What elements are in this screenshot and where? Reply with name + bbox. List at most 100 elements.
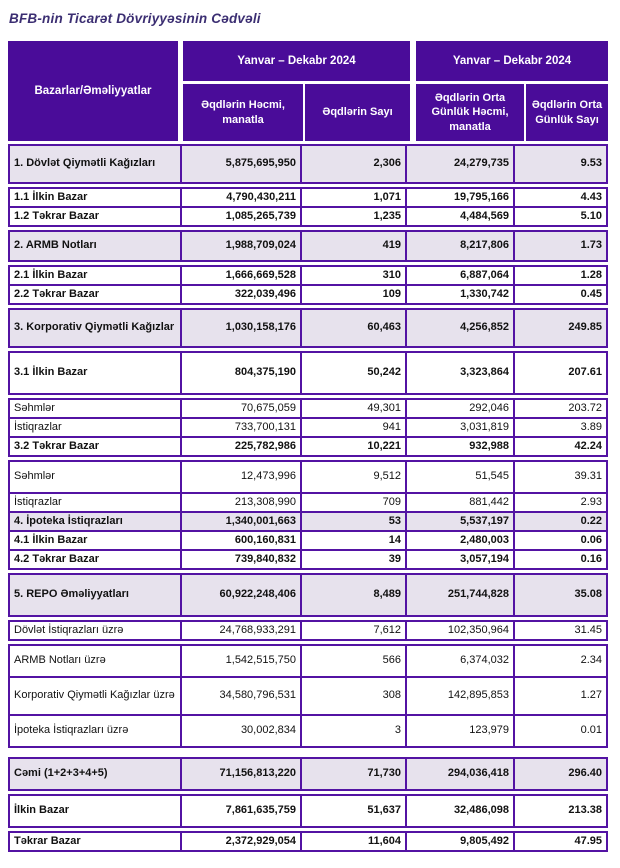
- cell-value: 31.45: [513, 622, 606, 639]
- cell-value: 2.34: [513, 646, 606, 676]
- cell-value: 249.85: [513, 310, 606, 346]
- cell-value: 207.61: [513, 353, 606, 393]
- cell-value: 53: [300, 513, 405, 530]
- cell-value: 35.08: [513, 575, 606, 615]
- page-title: BFB-nin Ticarət Dövriyyəsinin Cədvəli: [9, 11, 261, 26]
- cell-value: 39.31: [513, 462, 606, 492]
- row-label: 3.1 İlkin Bazar: [14, 366, 88, 379]
- cell-value: 8,217,806: [405, 232, 513, 260]
- table-row: 1.1 İlkin Bazar 4,790,430,211 1,071 19,795,…: [8, 187, 608, 208]
- cell-value: 1.27: [513, 678, 606, 714]
- cell-value: 3,323,864: [405, 353, 513, 393]
- cell-value: 3: [300, 716, 405, 746]
- row-label: Səhmlər: [14, 470, 55, 483]
- table-row: 2. ARMB Notları 1,988,709,024 419 8,217,806…: [8, 230, 608, 262]
- table-row: Cəmi (1+2+3+4+5) 71,156,813,220 71,730 294,…: [8, 757, 608, 791]
- row-label: 2. ARMB Notları: [14, 239, 97, 252]
- cell-value: 310: [300, 267, 405, 284]
- table-row: 3.2 Təkrar Bazar 225,782,986 10,221 932,988…: [8, 436, 608, 457]
- row-label: 5. REPO Əməliyyatları: [14, 588, 129, 601]
- cell-value: 0.22: [513, 513, 606, 530]
- trade-turnover-table: Bazarlar/Əməliyyatlar Yanvar – Dekabr 20…: [8, 41, 608, 852]
- row-label: İpoteka İstiqrazları üzrə: [14, 724, 129, 737]
- cell-value: 32,486,098: [405, 796, 513, 826]
- row-label: Dövlət İstiqrazları üzrə: [14, 623, 124, 636]
- cell-value: 566: [300, 646, 405, 676]
- cell-value: 733,700,131: [180, 419, 300, 436]
- cell-value: 1,071: [300, 189, 405, 206]
- table-row: 4.1 İlkin Bazar 600,160,831 14 2,480,003 0.0…: [8, 530, 608, 551]
- cell-value: 39: [300, 551, 405, 568]
- cell-value: 804,375,190: [180, 353, 300, 393]
- row-label: İlkin Bazar: [14, 804, 70, 817]
- cell-value: 932,988: [405, 438, 513, 455]
- table-row: 4. İpoteka İstiqrazları 1,340,001,663 53 5,…: [8, 511, 608, 532]
- cell-value: 225,782,986: [180, 438, 300, 455]
- cell-value: 8,489: [300, 575, 405, 615]
- cell-value: 294,036,418: [405, 759, 513, 789]
- group-header-period-2: Yanvar – Dekabr 2024: [416, 41, 608, 81]
- cell-value: 941: [300, 419, 405, 436]
- cell-value: 2.93: [513, 494, 606, 511]
- cell-value: 0.06: [513, 532, 606, 549]
- cell-value: 4,484,569: [405, 208, 513, 225]
- cell-value: 47.95: [513, 833, 606, 850]
- cell-value: 1,235: [300, 208, 405, 225]
- cell-value: 0.01: [513, 716, 606, 746]
- table-row: 2.1 İlkin Bazar 1,666,669,528 310 6,887,064…: [8, 265, 608, 286]
- cell-value: 1.73: [513, 232, 606, 260]
- cell-value: 1,085,265,739: [180, 208, 300, 225]
- cell-value: 42.24: [513, 438, 606, 455]
- cell-value: 60,463: [300, 310, 405, 346]
- cell-value: 7,612: [300, 622, 405, 639]
- cell-value: 739,840,832: [180, 551, 300, 568]
- table-row: İlkin Bazar 7,861,635,759 51,637 32,486,098…: [8, 794, 608, 828]
- corner-header-cell: Bazarlar/Əməliyyatlar: [8, 41, 178, 141]
- row-label: 4.1 İlkin Bazar: [14, 533, 88, 546]
- cell-value: 1,666,669,528: [180, 267, 300, 284]
- cell-value: 60,922,248,406: [180, 575, 300, 615]
- cell-value: 71,730: [300, 759, 405, 789]
- row-label: 4. İpoteka İstiqrazları: [14, 514, 123, 527]
- table-row: 3.1 İlkin Bazar 804,375,190 50,242 3,323,86…: [8, 351, 608, 395]
- group-header-period-1: Yanvar – Dekabr 2024: [183, 41, 410, 81]
- cell-value: 5.10: [513, 208, 606, 225]
- cell-value: 19,795,166: [405, 189, 513, 206]
- cell-value: 102,350,964: [405, 622, 513, 639]
- cell-value: 3.89: [513, 419, 606, 436]
- cell-value: 4,790,430,211: [180, 189, 300, 206]
- table-row: 3. Korporativ Qiymətli Kağızlar 1,030,158…: [8, 308, 608, 348]
- table-row: İstiqrazlar 733,700,131 941 3,031,819 3.89: [8, 417, 608, 438]
- cell-value: 4.43: [513, 189, 606, 206]
- cell-value: 2,480,003: [405, 532, 513, 549]
- table-body: 1. Dövlət Qiymətli Kağızları 5,875,695,95…: [8, 144, 608, 852]
- cell-value: 7,861,635,759: [180, 796, 300, 826]
- cell-value: 213,308,990: [180, 494, 300, 511]
- cell-value: 6,887,064: [405, 267, 513, 284]
- cell-value: 1,030,158,176: [180, 310, 300, 346]
- table-row: Korporativ Qiymətli Kağızlar üzrə 34,580,…: [8, 676, 608, 716]
- table-row: Təkrar Bazar 2,372,929,054 11,604 9,805,492…: [8, 831, 608, 852]
- cell-value: 251,744,828: [405, 575, 513, 615]
- cell-value: 1,988,709,024: [180, 232, 300, 260]
- cell-value: 10,221: [300, 438, 405, 455]
- cell-value: 24,279,735: [405, 146, 513, 182]
- table-row: 5. REPO Əməliyyatları 60,922,248,406 8,489…: [8, 573, 608, 617]
- cell-value: 881,442: [405, 494, 513, 511]
- cell-value: 296.40: [513, 759, 606, 789]
- cell-value: 322,039,496: [180, 286, 300, 303]
- header-right-section: Yanvar – Dekabr 2024 Yanvar – Dekabr 202…: [183, 41, 608, 141]
- cell-value: 9,512: [300, 462, 405, 492]
- cell-value: 51,545: [405, 462, 513, 492]
- cell-value: 11,604: [300, 833, 405, 850]
- cell-value: 3,031,819: [405, 419, 513, 436]
- cell-value: 1.28: [513, 267, 606, 284]
- cell-value: 34,580,796,531: [180, 678, 300, 714]
- table-row: 2.2 Təkrar Bazar 322,039,496 109 1,330,742 0…: [8, 284, 608, 305]
- cell-value: 109: [300, 286, 405, 303]
- row-label: 1.2 Təkrar Bazar: [14, 209, 99, 222]
- cell-value: 213.38: [513, 796, 606, 826]
- row-label: Səhmlər: [14, 401, 55, 414]
- cell-value: 14: [300, 532, 405, 549]
